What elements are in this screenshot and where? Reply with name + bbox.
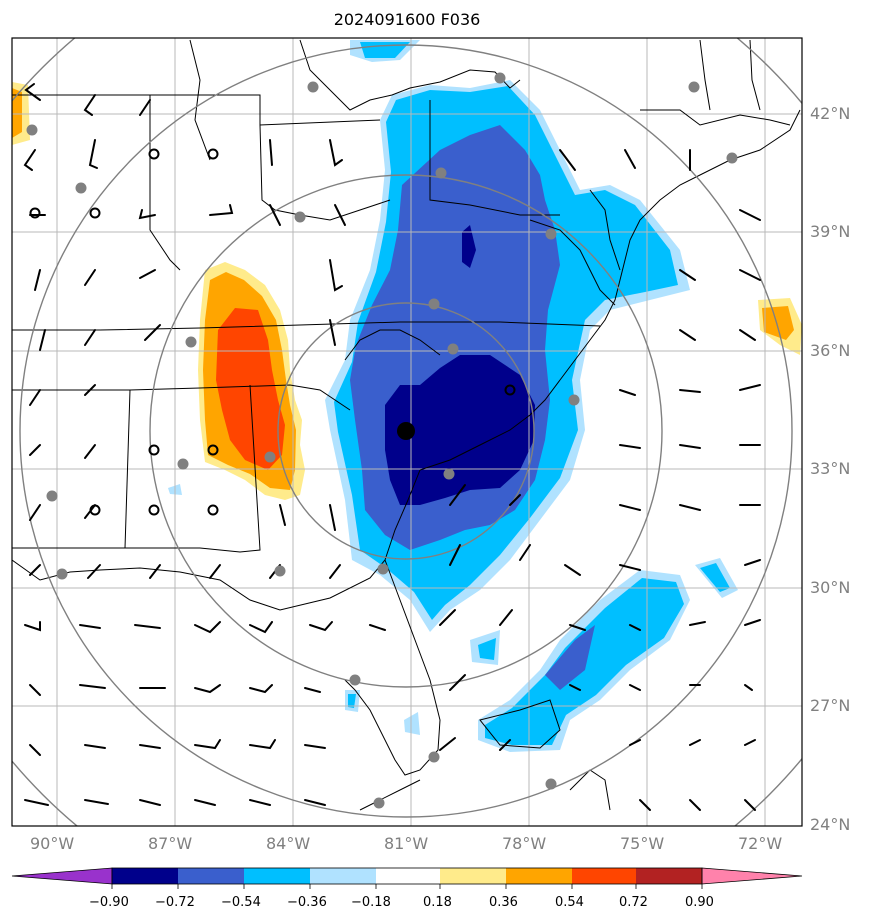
colorbar-label-6: 0.18 (423, 895, 452, 910)
lon-label-84: 84°W (266, 834, 311, 853)
pos-mid-fill (12, 88, 794, 490)
lon-label-90: 90°W (30, 834, 75, 853)
lon-label-87: 87°W (148, 834, 193, 853)
colorbar-extend-high (701, 867, 803, 885)
colorbar-label-9: 0.72 (619, 895, 648, 910)
map-frame (11, 37, 803, 827)
colorbar-extend-low (11, 867, 113, 885)
calm-circles (29, 148, 516, 516)
lon-label-72: 72°W (738, 834, 783, 853)
lon-label-78: 78°W (502, 834, 547, 853)
lat-label-42: 42°N (810, 104, 851, 123)
colorbar-label-10: 0.90 (685, 895, 714, 910)
center-site-marker (397, 422, 415, 440)
lat-label-30: 30°N (810, 578, 851, 597)
wind-barbs (23, 83, 761, 811)
lat-label-27: 27°N (810, 696, 851, 715)
lat-label-39: 39°N (810, 222, 851, 241)
colorbar-label-3: −0.54 (221, 895, 261, 910)
lat-label-36: 36°N (810, 341, 851, 360)
lon-label-75: 75°W (620, 834, 665, 853)
colorbar-label-5: −0.18 (351, 895, 391, 910)
map-title: 2024091600 F036 (333, 10, 481, 29)
colorbar-label-2: −0.72 (155, 895, 195, 910)
colorbar-label-7: 0.36 (489, 895, 518, 910)
neg-max-fill (385, 225, 535, 505)
station-dots (26, 72, 738, 809)
lon-label-81: 81°W (384, 834, 429, 853)
colorbar-label-8: 0.54 (555, 895, 584, 910)
lat-label-24: 24°N (810, 815, 851, 834)
coastlines-borders (12, 39, 801, 811)
lat-label-33: 33°N (810, 459, 851, 478)
colorbar (11, 867, 803, 889)
colorbar-label-1: −0.90 (89, 895, 129, 910)
colorbar-label-4: −0.36 (287, 895, 327, 910)
